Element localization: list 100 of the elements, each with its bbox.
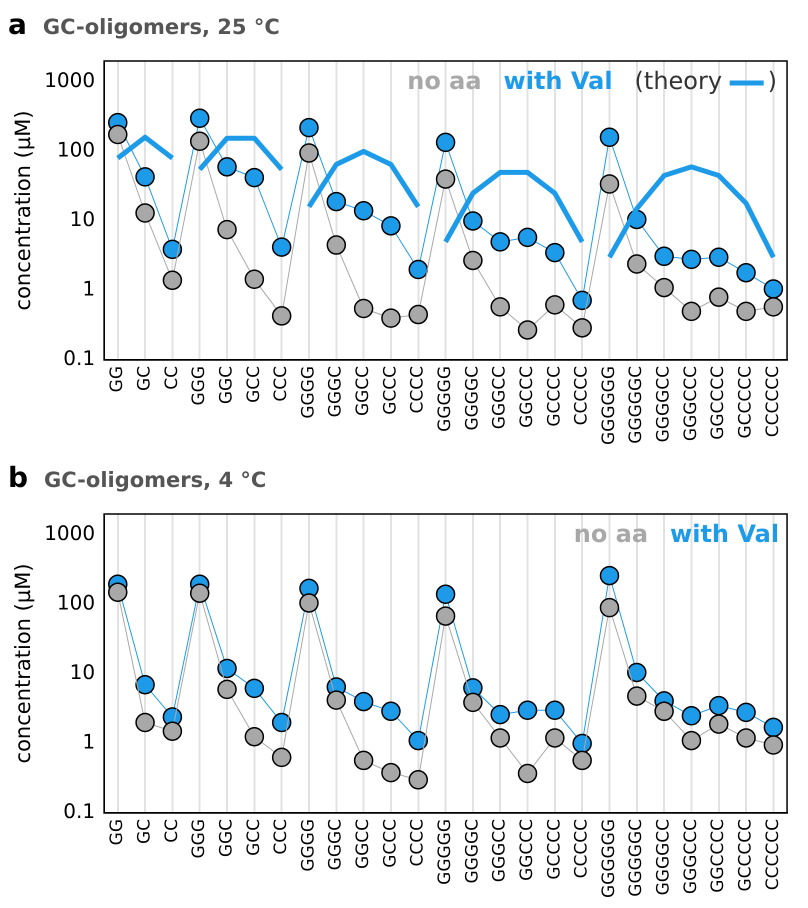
point [217, 680, 237, 700]
x-tick-label: GGG [189, 366, 210, 406]
point [736, 302, 756, 322]
x-tick-label: GGGCCC [680, 366, 701, 442]
x-tick-label: GGGGC [462, 366, 482, 431]
point [518, 764, 538, 784]
point [190, 132, 210, 152]
point [654, 702, 674, 722]
x-tick-label: GG [107, 366, 128, 392]
y-axis-title: concentration (µM) [11, 110, 36, 310]
x-tick-label: CCCC [408, 818, 428, 866]
point [736, 702, 756, 722]
x-tick-label: GGGGG [434, 366, 455, 432]
x-tick-label: CCC [271, 818, 292, 855]
text: with Val [670, 520, 780, 548]
point [217, 658, 237, 678]
point [190, 583, 210, 603]
x-tick-label: GGGGG [434, 818, 455, 885]
point [627, 254, 647, 274]
x-tick-label: CCC [271, 366, 292, 402]
point [381, 762, 401, 782]
point [709, 696, 729, 716]
point [736, 262, 756, 282]
point [463, 211, 483, 231]
point [545, 242, 565, 262]
point [244, 726, 264, 746]
point [436, 584, 456, 604]
y-axis-title: concentration (µM) [11, 563, 36, 764]
point [408, 260, 428, 280]
x-tick-label: GGGGGG [598, 366, 619, 446]
point [162, 721, 182, 741]
point [518, 320, 538, 340]
point [682, 250, 702, 270]
point [217, 157, 237, 177]
point [600, 598, 620, 618]
point [764, 735, 784, 755]
point [490, 704, 510, 724]
x-tick-label: GGG [189, 818, 210, 858]
text: a [8, 8, 27, 41]
x-tick-label: CCCCC [572, 818, 592, 878]
x-tick-label: GCCC [380, 818, 400, 868]
x-tick-label: GGGCCC [680, 818, 701, 894]
point [108, 582, 128, 602]
point [217, 220, 237, 240]
y-tick-label: 1000 [44, 521, 96, 546]
point [463, 692, 483, 712]
point [627, 662, 647, 682]
point [326, 192, 346, 212]
point [545, 700, 565, 720]
point [682, 730, 702, 750]
point [135, 167, 155, 187]
text: no aa [574, 520, 648, 548]
x-tick-label: GGGG [298, 818, 318, 872]
x-tick-label: GGGGGC [626, 366, 646, 444]
x-tick-label: GCC [244, 366, 264, 403]
y-tick-label: 10 [70, 207, 96, 232]
x-tick-label: GCCCCC [735, 818, 756, 892]
point [764, 718, 784, 738]
point [299, 143, 319, 163]
x-tick-label: GCCCCC [735, 366, 756, 438]
point [381, 216, 401, 236]
annotation: ) [768, 67, 778, 96]
y-tick-label: 0.1 [63, 799, 96, 824]
x-tick-label: GGC [216, 366, 236, 404]
point [600, 566, 620, 586]
point [600, 174, 620, 194]
point [436, 132, 456, 152]
x-tick-label: GC [134, 366, 154, 392]
x-tick-label: GG [107, 818, 128, 846]
point [244, 168, 264, 188]
point [600, 127, 620, 147]
point [326, 235, 346, 255]
text: no aa [407, 67, 482, 96]
x-tick-label: GGGC [326, 818, 346, 870]
point [518, 700, 538, 720]
point [764, 279, 784, 299]
point [408, 304, 428, 324]
point [572, 290, 592, 310]
point [627, 686, 647, 706]
point [436, 606, 456, 626]
point [463, 250, 483, 270]
x-tick-label: GC [134, 818, 154, 844]
point [654, 278, 674, 298]
point [682, 706, 702, 726]
y-tick-label: 1000 [44, 68, 96, 92]
point [408, 770, 428, 790]
series-label: with Val [504, 67, 613, 96]
y-tick-label: 10 [70, 660, 96, 684]
point [135, 203, 155, 223]
x-tick-label: CC [162, 818, 182, 843]
x-tick-label: GGCC [353, 366, 374, 416]
point [709, 714, 729, 734]
point [709, 248, 729, 268]
point [135, 674, 155, 694]
point [381, 308, 401, 328]
chart-title: GC-oligomers, 4 °C [44, 468, 266, 492]
x-tick-label: GGGC [326, 366, 346, 418]
x-tick-label: GCCC [380, 366, 400, 415]
y-tick-label: 0.1 [63, 346, 96, 370]
x-tick-label: GGGGGC [626, 818, 646, 897]
